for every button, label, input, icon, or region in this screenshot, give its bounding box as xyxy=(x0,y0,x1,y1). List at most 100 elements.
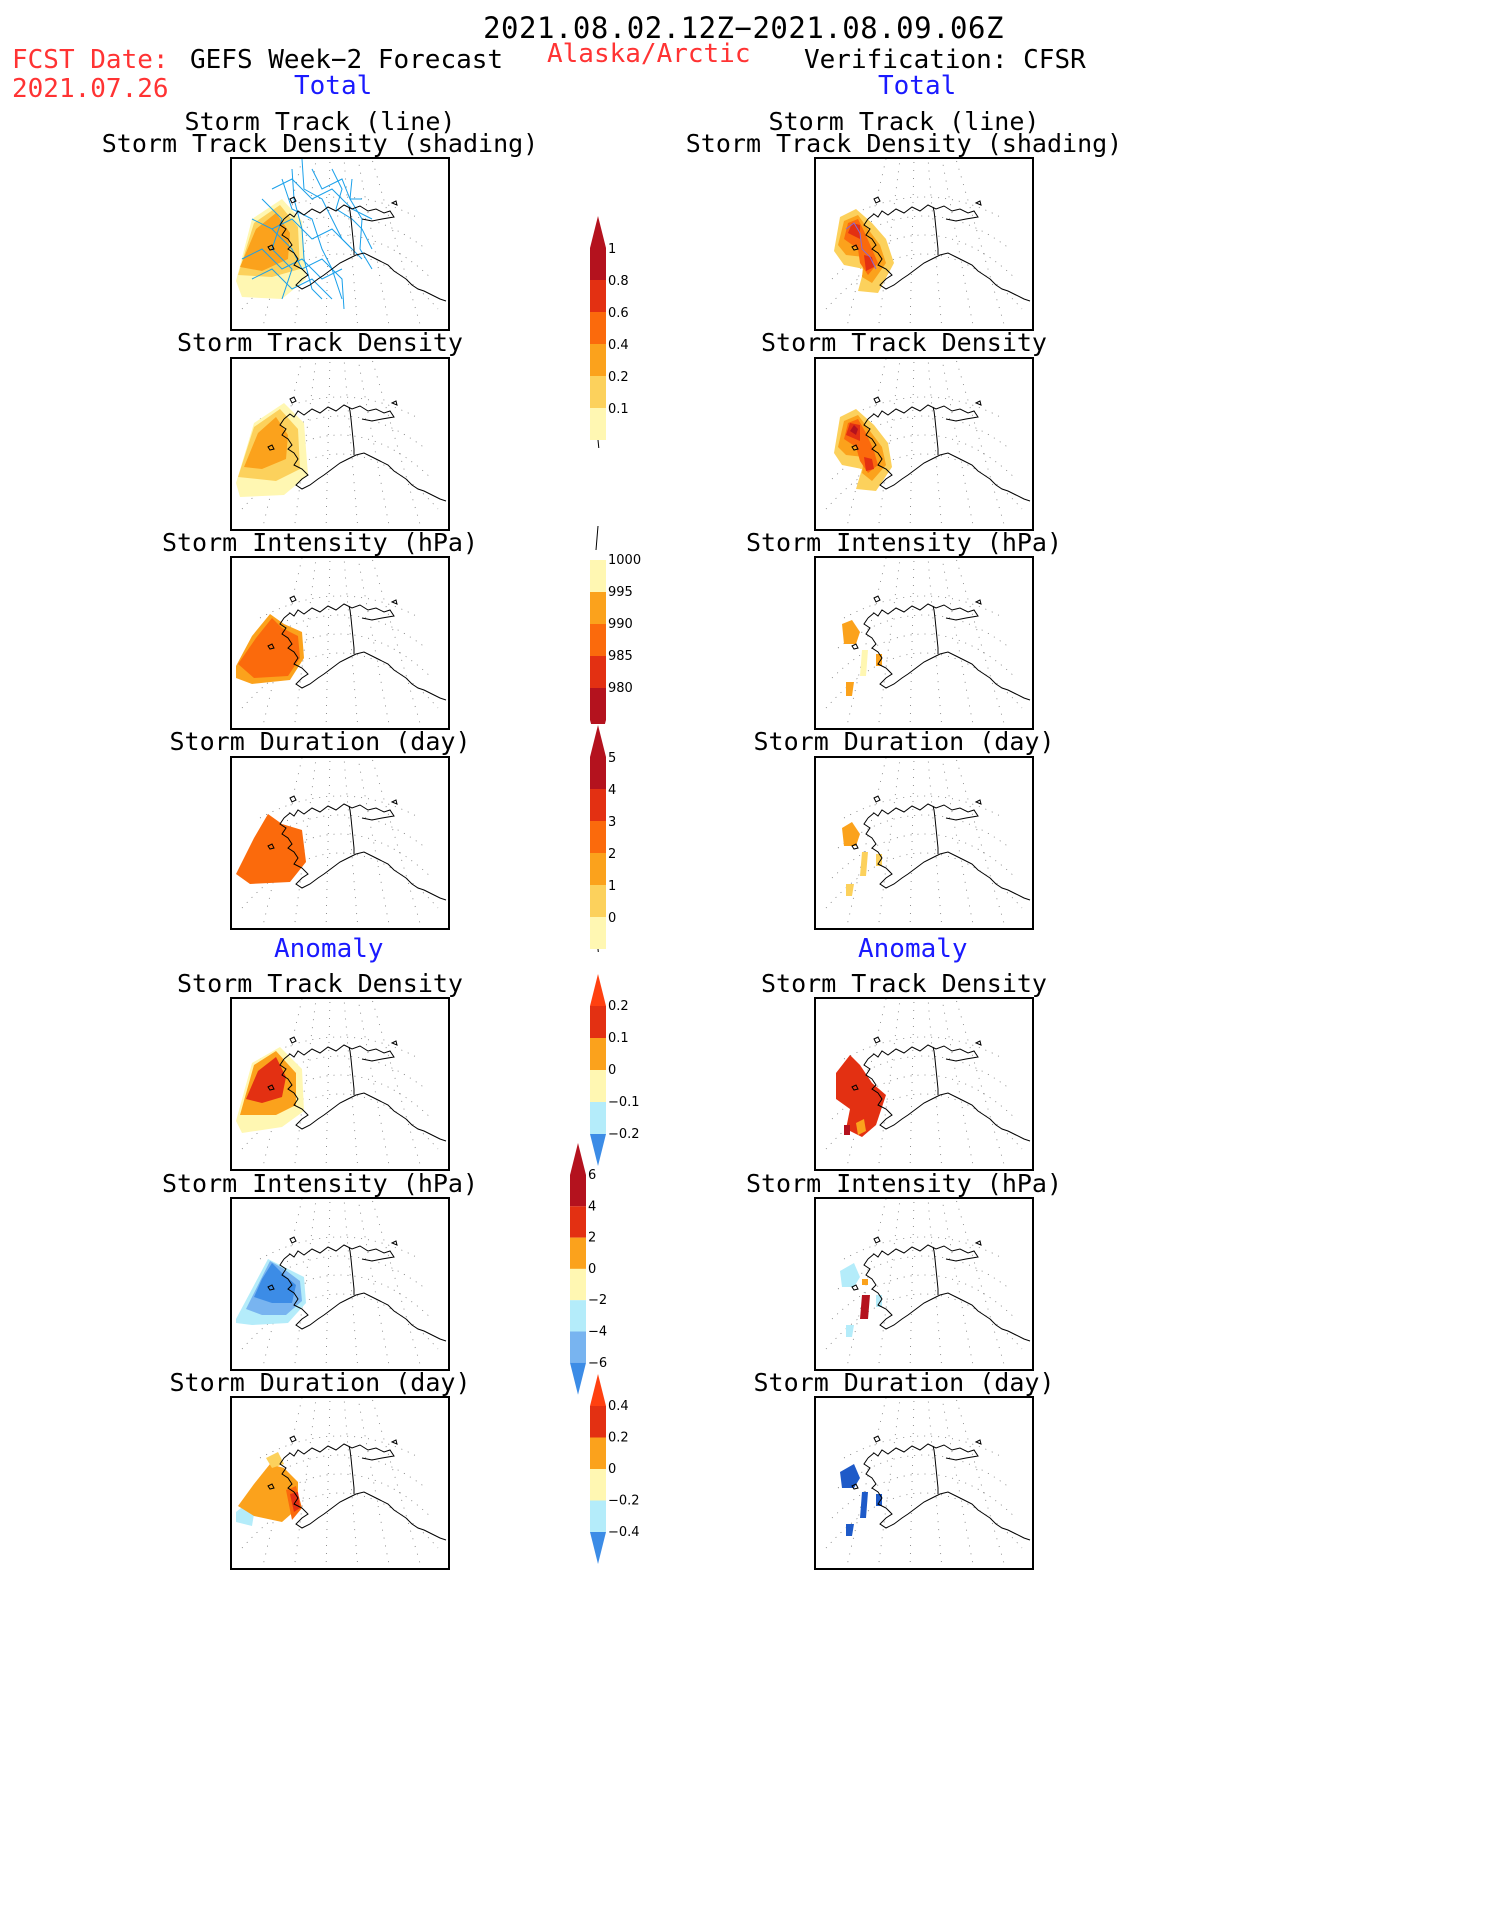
colorbar-tick-label: −4 xyxy=(588,1325,607,1340)
longitude-line xyxy=(909,1199,915,1369)
shading-region xyxy=(842,822,860,846)
colorbar-segment xyxy=(570,1331,586,1363)
shading-region xyxy=(246,1057,286,1103)
colorbar-arrow xyxy=(590,216,606,248)
right-intensity-title: Storm Intensity (hPa) xyxy=(745,528,1063,557)
shading-region xyxy=(876,1295,882,1307)
island-outline xyxy=(974,1439,982,1445)
right-anomaly-density-title: Storm Track Density xyxy=(761,969,1047,998)
gefs-total-duration-plot xyxy=(236,758,447,928)
canada-border xyxy=(932,1046,939,1095)
canada-border xyxy=(348,805,355,854)
island-outline xyxy=(974,599,982,605)
island-outline xyxy=(873,795,881,803)
colorbar-tick-label: 995 xyxy=(608,585,633,600)
colorbar-tick-label: 0 xyxy=(608,1462,616,1477)
latitude-line xyxy=(837,614,1011,649)
island-outline xyxy=(267,1084,275,1091)
storm-track-line xyxy=(251,268,333,300)
right-anomaly-duration-title: Storm Duration (day) xyxy=(753,1368,1055,1397)
right-duration-title: Storm Duration (day) xyxy=(753,727,1055,756)
colorbar-segment xyxy=(590,1500,606,1532)
track-density-colorbar: 1 0.8 0.6 0.4 0.2 0.1 xyxy=(590,216,629,448)
longitude-line xyxy=(927,159,943,329)
storm-track-line xyxy=(311,168,362,200)
longitude-line xyxy=(357,1398,391,1568)
colorbar-tick-label: 6 xyxy=(588,1168,596,1183)
shading-region xyxy=(238,1464,298,1522)
longitude-line xyxy=(955,1199,1006,1369)
island-outline xyxy=(974,799,982,805)
longitude-line xyxy=(955,159,1006,329)
island-outline xyxy=(873,595,881,603)
graticule xyxy=(825,1398,1023,1568)
island-outline xyxy=(974,200,982,206)
longitude-line xyxy=(927,1199,943,1369)
longitude-line xyxy=(877,159,901,329)
island-outline xyxy=(390,599,398,605)
right-anomaly-intensity-title: Storm Intensity (hPa) xyxy=(745,1169,1063,1198)
colorbar-tick-label: 0.4 xyxy=(608,1399,629,1414)
colorbar-tick-label: 2 xyxy=(608,847,616,862)
colorbar-segment xyxy=(570,1175,586,1207)
longitude-line xyxy=(877,1199,901,1369)
latitude-line xyxy=(843,1036,1005,1060)
island-outline xyxy=(390,1240,398,1246)
longitude-line xyxy=(357,558,391,728)
colorbar-tick-label: −0.2 xyxy=(608,1494,640,1509)
colorbar-tick-label: 5 xyxy=(608,751,616,766)
colorbar-segment xyxy=(590,1102,606,1134)
colorbar-segment xyxy=(590,280,606,312)
colorbar-tick-label: 0.4 xyxy=(608,338,629,353)
longitude-line xyxy=(293,159,317,329)
longitude-line xyxy=(325,359,331,529)
colorbar-tick-label: 0.2 xyxy=(608,1431,629,1446)
cfsr-total-intensity-plot xyxy=(825,558,1031,728)
colorbar-segment xyxy=(590,821,606,853)
colorbar-tick-label: 0.8 xyxy=(608,274,629,289)
left-intensity-title: Storm Intensity (hPa) xyxy=(161,528,479,557)
alaska-coastline xyxy=(863,603,1031,701)
island-outline xyxy=(289,795,297,803)
left-anomaly-intensity-title: Storm Intensity (hPa) xyxy=(161,1169,479,1198)
cfsr-anomaly-density-map xyxy=(814,997,1034,1171)
alaska-coastline xyxy=(863,1443,1031,1541)
alaska-coastline xyxy=(279,1044,447,1142)
island-outline xyxy=(267,843,275,850)
colorbar-segment xyxy=(590,408,606,440)
fcst-date-value: 2021.07.26 xyxy=(12,74,169,104)
latitude-line xyxy=(241,1093,439,1150)
longitude-line xyxy=(877,558,901,728)
shading-region xyxy=(846,884,854,896)
longitude-line xyxy=(909,999,915,1169)
storm-track-line xyxy=(271,228,345,310)
cfsr-anomaly-duration-map xyxy=(814,1396,1034,1570)
colorbar-tick-label: −2 xyxy=(588,1293,607,1308)
shading-region xyxy=(860,650,868,676)
gefs-total-density-map xyxy=(230,357,450,531)
latitude-line xyxy=(843,595,1005,619)
longitude-line xyxy=(909,159,915,329)
longitude-line xyxy=(941,558,975,728)
shading-region xyxy=(836,1055,886,1137)
longitude-line xyxy=(325,758,331,928)
shading-region xyxy=(862,1279,868,1285)
left-anomaly-density-title: Storm Track Density xyxy=(177,969,463,998)
intensity-colorbar: 1000 995 990 985 980 xyxy=(590,525,641,724)
latitude-line xyxy=(843,1435,1005,1459)
longitude-line xyxy=(927,1398,943,1568)
longitude-line xyxy=(941,1199,975,1369)
island-outline xyxy=(289,1036,297,1044)
left-total-label: Total xyxy=(294,71,373,101)
colorbar-segment xyxy=(590,376,606,408)
colorbar-tick-label: 0 xyxy=(608,911,616,926)
longitude-line xyxy=(357,999,391,1169)
longitude-line xyxy=(371,558,422,728)
alaska-coastline xyxy=(863,404,1031,502)
cfsr-anomaly-duration-plot xyxy=(825,1398,1031,1568)
colorbar-segment xyxy=(590,560,606,592)
cfsr-anomaly-intensity-map xyxy=(814,1197,1034,1371)
alaska-coastline xyxy=(279,1244,447,1342)
colorbar-segment xyxy=(590,688,606,720)
shading-region xyxy=(244,417,288,469)
